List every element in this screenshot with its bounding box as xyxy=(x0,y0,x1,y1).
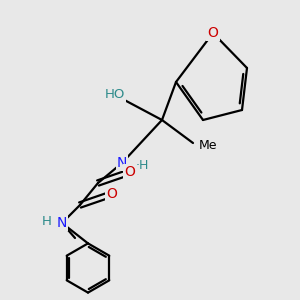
Text: HO: HO xyxy=(105,88,125,101)
Text: O: O xyxy=(106,187,117,201)
Text: O: O xyxy=(208,26,218,40)
Text: H: H xyxy=(42,215,52,228)
Text: N: N xyxy=(57,216,67,230)
Text: ·H: ·H xyxy=(136,159,149,172)
Text: Me: Me xyxy=(198,139,217,152)
Text: O: O xyxy=(124,165,135,179)
Text: N: N xyxy=(117,156,127,170)
